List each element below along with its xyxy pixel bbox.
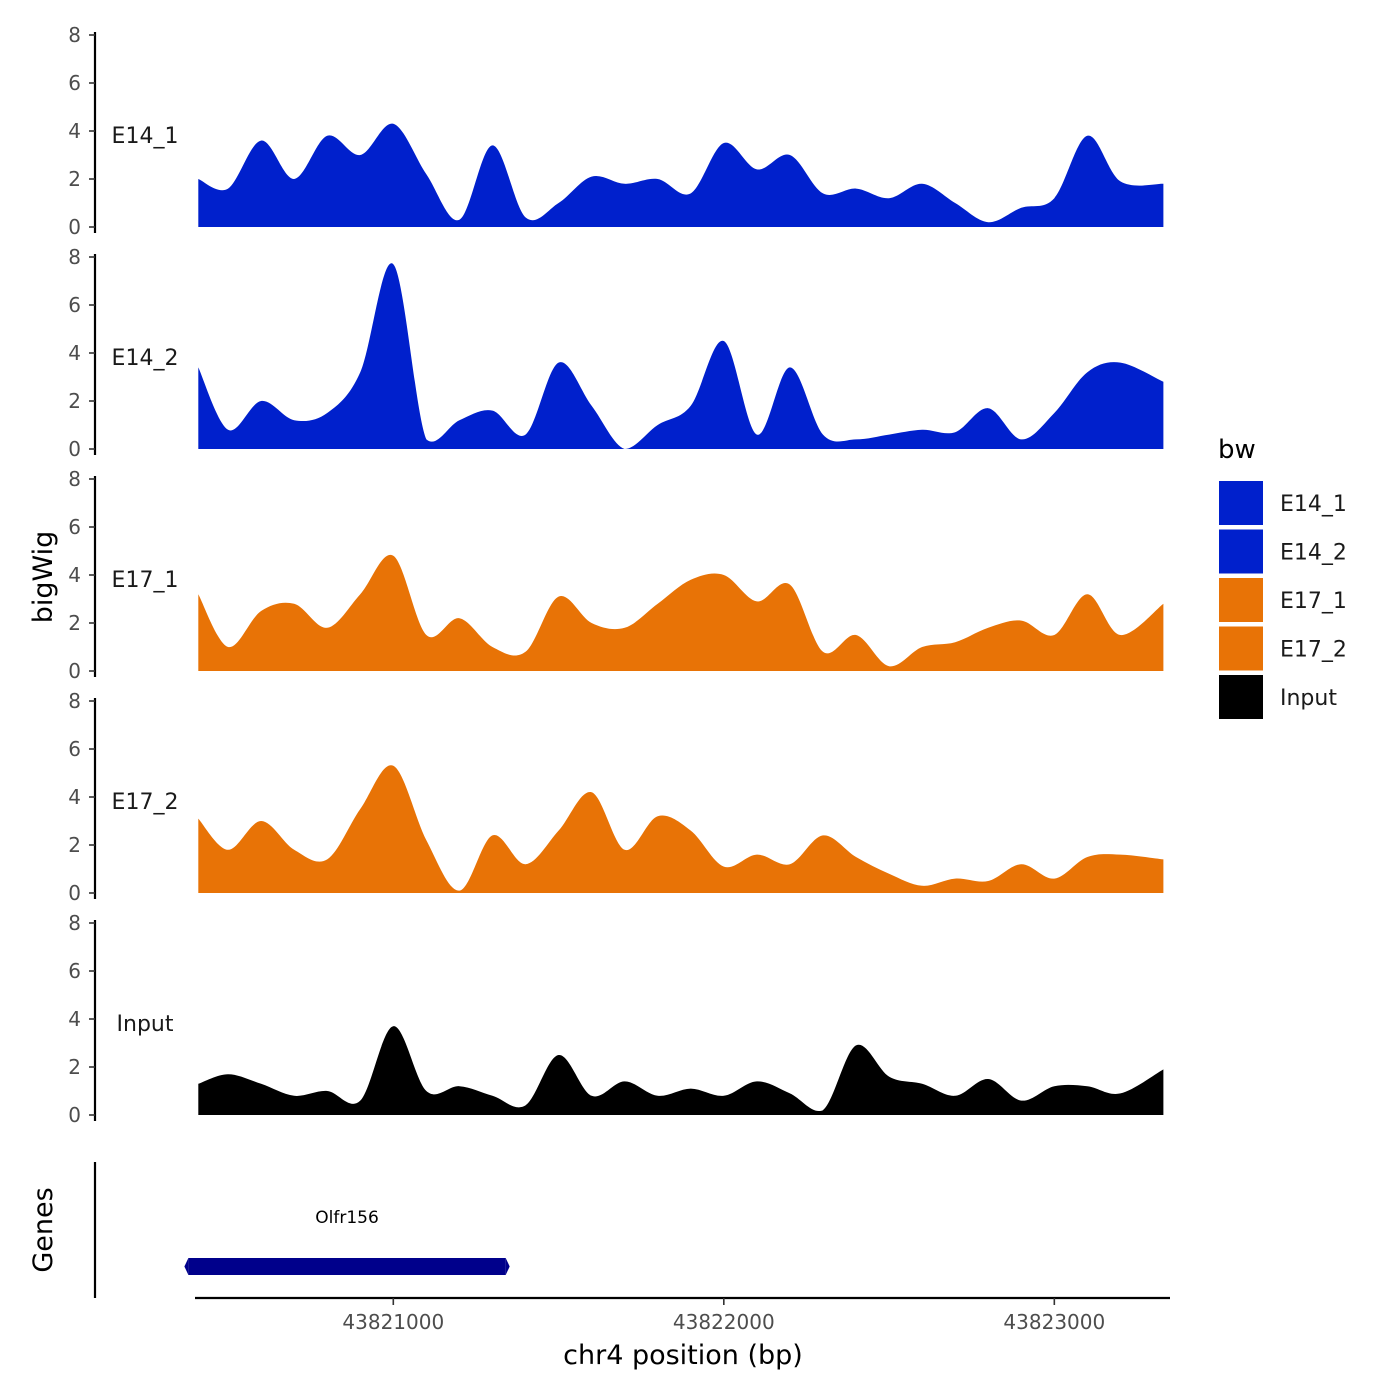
y-tick-label: 6	[68, 71, 81, 95]
gene-label: Olfr156	[315, 1208, 379, 1228]
y-tick-label: 2	[68, 611, 81, 635]
area-E17_1	[198, 554, 1164, 671]
track-E17_2: 0 2 4 6 8 E17_2	[68, 689, 1164, 905]
x-tick-label: 43823000	[1003, 1310, 1105, 1334]
legend-swatch	[1217, 624, 1265, 673]
y-tick-label: 2	[68, 167, 81, 191]
y-tick-label: 0	[68, 881, 81, 905]
y-tick-label: 4	[68, 563, 81, 587]
y-tick-label: 2	[68, 1055, 81, 1079]
x-tick-label: 43822000	[673, 1310, 775, 1334]
area-Input	[198, 1026, 1164, 1115]
genes-panel-title: Genes	[28, 1187, 59, 1272]
y-tick-label: 2	[68, 833, 81, 857]
legend-item-Input: Input	[1217, 673, 1337, 721]
y-tick-label: 4	[68, 1007, 81, 1031]
track-E14_1: 0 2 4 6 8 E14_1	[68, 23, 1164, 239]
track-label-E17_2: E17_2	[112, 790, 179, 815]
legend-item-E17_2: E17_2	[1217, 624, 1347, 673]
x-axis-title: chr4 position (bp)	[563, 1340, 803, 1371]
track-E17_1: 0 2 4 6 8 E17_1	[68, 467, 1164, 683]
legend-item-E14_1: E14_1	[1217, 479, 1347, 527]
y-tick-label: 0	[68, 437, 81, 461]
legend-label: E14_1	[1280, 492, 1347, 517]
gene-start-marker	[184, 1258, 189, 1275]
legend-swatch	[1217, 527, 1265, 576]
y-tick-label: 8	[68, 467, 81, 491]
legend-label: E17_1	[1280, 589, 1347, 614]
y-tick-label: 8	[68, 689, 81, 713]
gene-Olfr156: Olfr156	[184, 1208, 510, 1275]
legend-title: bw	[1218, 435, 1256, 465]
y-tick-label: 4	[68, 785, 81, 809]
legend-swatch	[1217, 673, 1265, 721]
y-tick-label: 8	[68, 245, 81, 269]
x-axis: 43821000 43822000 43823000	[195, 1296, 1170, 1334]
y-tick-label: 4	[68, 341, 81, 365]
y-axis-title: bigWig	[28, 531, 59, 624]
track-E14_2: 0 2 4 6 8 E14_2	[68, 245, 1164, 461]
x-tick-label: 43821000	[342, 1310, 444, 1334]
legend-label: E14_2	[1280, 541, 1347, 566]
y-tick-label: 0	[68, 1103, 81, 1127]
y-tick-label: 8	[68, 911, 81, 935]
gene-body	[188, 1258, 506, 1275]
track-label-E14_2: E14_2	[112, 346, 179, 371]
track-label-E14_1: E14_1	[112, 124, 179, 149]
y-tick-label: 0	[68, 215, 81, 239]
y-tick-label: 0	[68, 659, 81, 683]
track-label-Input: Input	[117, 1012, 174, 1037]
gene-panel: Olfr156	[93, 1162, 510, 1298]
y-tick-label: 2	[68, 389, 81, 413]
gene-end-marker	[505, 1258, 510, 1275]
track-Input: 0 2 4 6 8 Input	[68, 911, 1164, 1127]
y-tick-label: 4	[68, 119, 81, 143]
legend-label: E17_2	[1280, 638, 1347, 663]
legend-swatch	[1217, 576, 1265, 624]
legend: bw E14_1 E14_2 E17_1 E17_2 Input	[1217, 435, 1347, 721]
area-E17_2	[198, 765, 1164, 893]
signal-tracks: 0 2 4 6 8 E14_1 0 2 4 6 8 E14_2 0 2 4 6 8 E17_1 0 2 4 6 8 E17_2…	[68, 23, 1164, 1127]
legend-item-E17_1: E17_1	[1217, 576, 1347, 624]
y-tick-label: 6	[68, 293, 81, 317]
y-tick-label: 6	[68, 515, 81, 539]
area-E14_1	[198, 123, 1164, 227]
y-tick-label: 6	[68, 959, 81, 983]
legend-swatch	[1217, 479, 1265, 527]
y-tick-label: 6	[68, 737, 81, 761]
legend-item-E14_2: E14_2	[1217, 527, 1347, 576]
legend-label: Input	[1280, 686, 1337, 711]
y-tick-label: 8	[68, 23, 81, 47]
area-E14_2	[198, 263, 1164, 449]
track-label-E17_1: E17_1	[112, 568, 179, 593]
